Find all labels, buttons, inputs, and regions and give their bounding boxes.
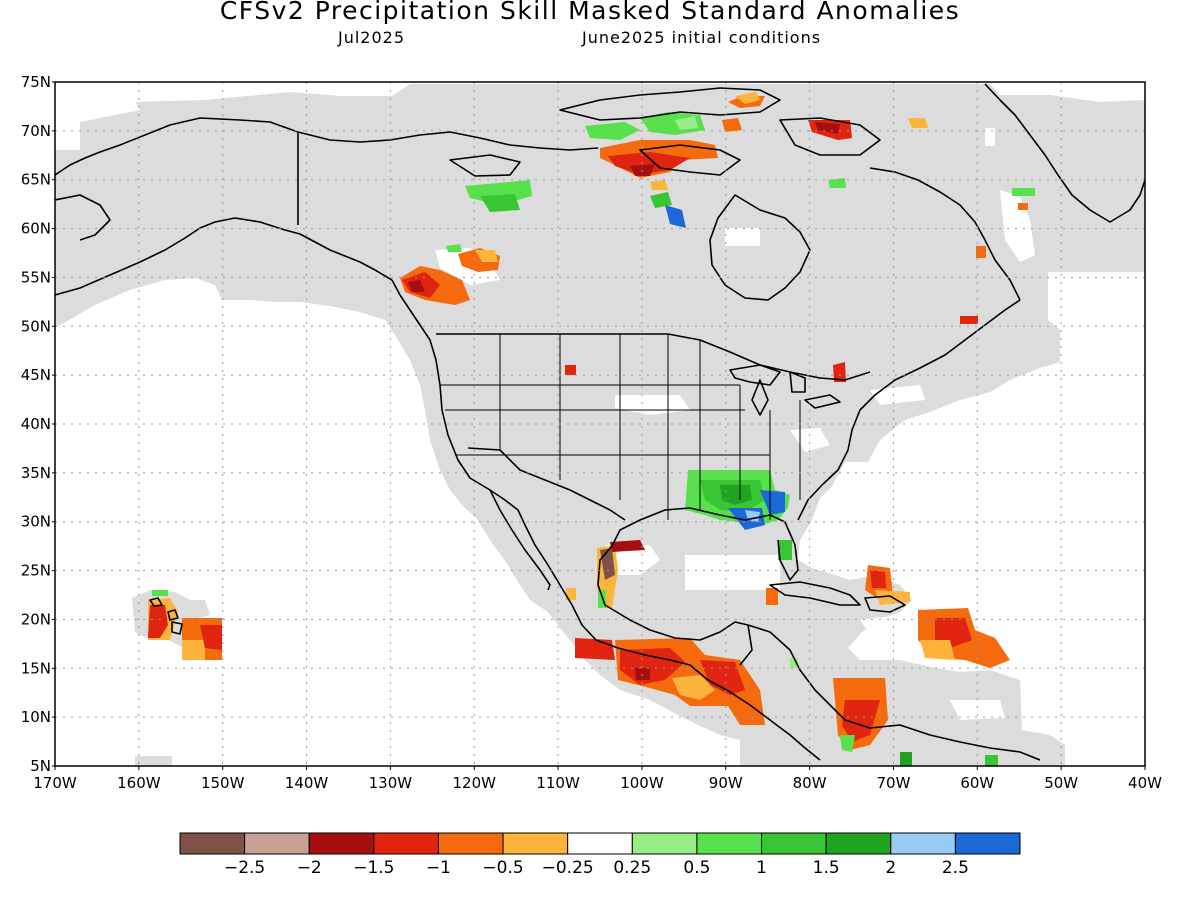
lat-label: 25N — [21, 562, 51, 580]
colorbar-label: −0.5 — [482, 858, 523, 878]
lat-label: 40N — [21, 415, 51, 433]
lon-label: 50W — [1044, 774, 1078, 792]
lon-label: 40W — [1128, 774, 1162, 792]
latitude-labels: 75N 70N 65N 60N 55N 50N 45N 40N 35N 30N 25N 20N 15N 1… — [21, 73, 55, 775]
lat-label: 75N — [21, 73, 51, 91]
lat-label: 10N — [21, 708, 51, 726]
lat-label: 15N — [21, 659, 51, 677]
colorbar-label: 2.5 — [942, 858, 969, 878]
coastlines-and-borders — [55, 83, 1145, 761]
colorbar-label: 0.25 — [613, 858, 651, 878]
forecast-month: Jul2025 — [338, 28, 406, 47]
colorbar-label: 1 — [756, 858, 767, 878]
colorbar-label: 2 — [885, 858, 896, 878]
lat-label: 35N — [21, 464, 51, 482]
longitude-labels: 170W 160W 150W 140W 130W 120W 110W 100W 90W 80W 70… — [33, 766, 1162, 792]
colorbar: −2.5 −2 −1.5 −1 −0.5 −0.25 0.25 0.5 1 1.5 2 2.5 — [179, 832, 1021, 878]
lat-label: 60N — [21, 220, 51, 238]
colorbar-label: −2.5 — [224, 858, 265, 878]
lon-label: 90W — [709, 774, 743, 792]
colorbar-swatch — [179, 832, 246, 855]
colorbar-swatch — [825, 832, 892, 855]
colorbar-label: −1 — [426, 858, 451, 878]
colorbar-swatch — [502, 832, 569, 855]
lon-label: 140W — [285, 774, 329, 792]
lat-label: 45N — [21, 366, 51, 384]
colorbar-swatch — [373, 832, 439, 855]
lat-label: 50N — [21, 317, 51, 335]
lat-label: 65N — [21, 171, 51, 189]
colorbar-swatch — [761, 832, 827, 855]
colorbar-label: 1.5 — [813, 858, 840, 878]
colorbar-swatch — [244, 832, 310, 855]
colorbar-swatch — [437, 832, 504, 855]
lat-label: 30N — [21, 513, 51, 531]
colorbar-swatch — [567, 832, 633, 855]
lon-label: 130W — [369, 774, 413, 792]
colorbar-swatch — [954, 832, 1021, 855]
colorbar-swatch — [696, 832, 763, 855]
colorbar-label: −0.25 — [542, 858, 594, 878]
colorbar-label: −2 — [297, 858, 322, 878]
lon-label: 80W — [793, 774, 827, 792]
lat-label: 70N — [21, 122, 51, 140]
colorbar-label: −1.5 — [353, 858, 394, 878]
colorbar-swatch — [308, 832, 375, 855]
lat-label: 5N — [30, 757, 51, 775]
map-title: CFSv2 Precipitation Skill Masked Standar… — [219, 0, 961, 25]
lon-label: 110W — [536, 774, 580, 792]
colorbar-swatch — [631, 832, 698, 855]
initial-conditions: June2025 initial conditions — [582, 28, 822, 47]
lon-label: 70W — [877, 774, 911, 792]
graticule — [55, 82, 1145, 766]
lon-label: 100W — [620, 774, 664, 792]
colorbar-swatch — [890, 832, 956, 855]
anomaly-shading — [148, 92, 1035, 766]
state-borders — [440, 334, 801, 520]
lat-label: 55N — [21, 268, 51, 286]
lon-label: 60W — [960, 774, 994, 792]
lon-label: 120W — [452, 774, 496, 792]
lon-label: 170W — [33, 774, 77, 792]
colorbar-label: 0.5 — [683, 858, 710, 878]
lat-label: 20N — [21, 610, 51, 628]
lon-label: 150W — [201, 774, 245, 792]
lon-label: 160W — [117, 774, 161, 792]
